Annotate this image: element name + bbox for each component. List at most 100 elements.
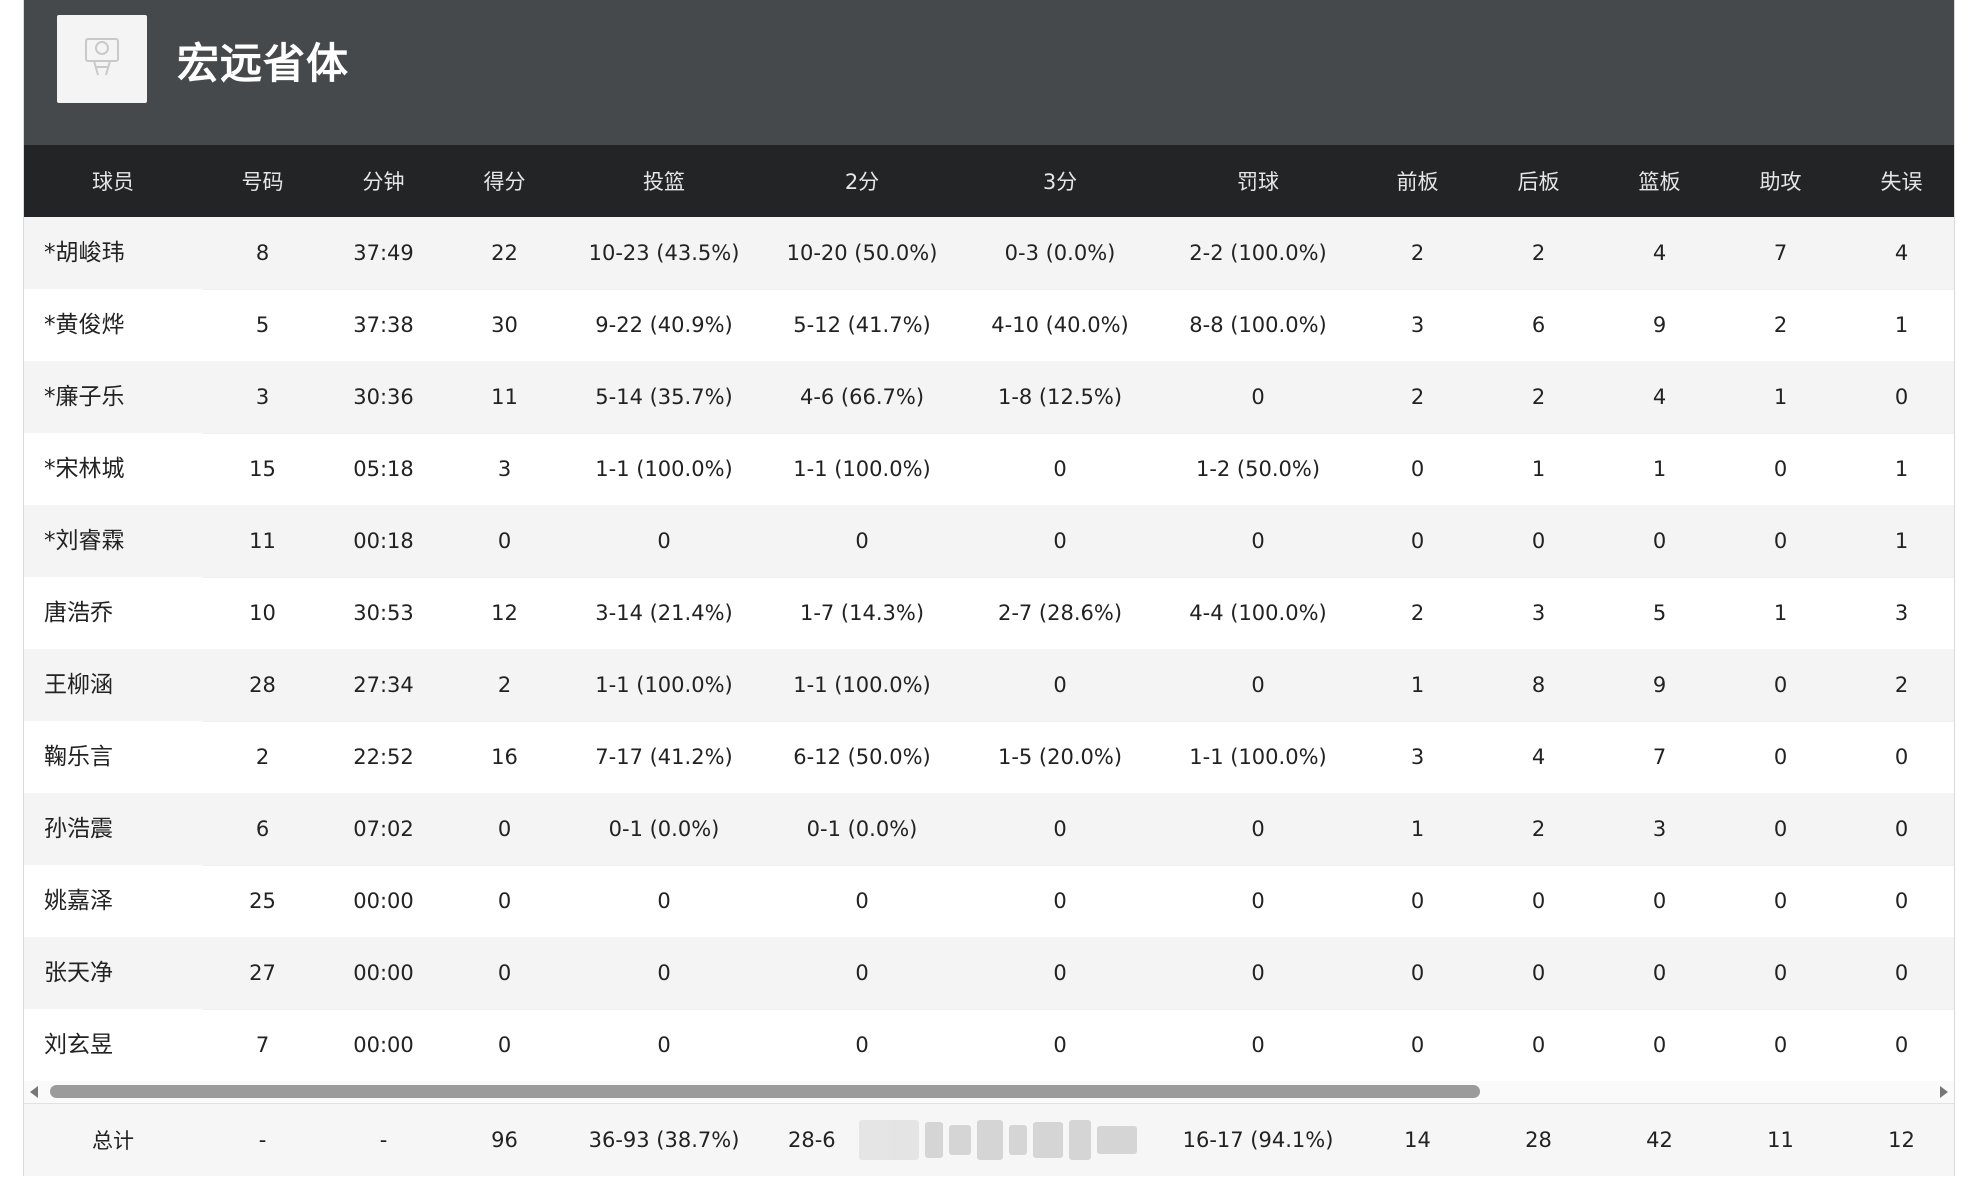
cell-tov: 1 [1894, 457, 1909, 481]
cell-ast: 0 [1773, 457, 1788, 481]
column-header-two-pt[interactable]: 2分 [844, 170, 880, 194]
cell-oreb: 3 [1410, 745, 1425, 769]
column-header-ft[interactable]: 罚球 [1237, 170, 1279, 194]
cell-dreb: 6 [1531, 313, 1546, 337]
cell-oreb: 0 [1410, 961, 1425, 985]
cell-fg: 7-17 (41.2%) [595, 745, 733, 769]
column-header-reb[interactable]: 篮板 [1638, 170, 1681, 194]
cell-minutes: 05:18 [353, 457, 414, 481]
cell-fg: 1-1 (100.0%) [595, 457, 733, 481]
cell-two-pt: 0 [855, 1033, 869, 1057]
cell-reb: 9 [1652, 313, 1667, 337]
cell-number: 8 [255, 241, 270, 265]
cell-three-pt: 0 [1053, 673, 1067, 697]
column-header-fg[interactable]: 投篮 [643, 170, 685, 194]
player-name-link[interactable]: *刘睿霖 [24, 505, 202, 577]
team-name: 宏远省体 [177, 39, 350, 88]
horizontal-scrollbar[interactable] [24, 1081, 1954, 1103]
cell-ft: 0 [1251, 817, 1265, 841]
player-name-link[interactable]: 王柳涵 [24, 649, 202, 721]
scroll-right-arrow-icon[interactable] [1940, 1086, 1948, 1098]
player-name-link[interactable]: 孙浩震 [24, 793, 202, 865]
table-row: 姚嘉泽 25 00:00 0 0 0 0 0 0 0 0 0 0 [24, 865, 1954, 937]
column-header-player[interactable]: 球员 [92, 170, 134, 194]
cell-minutes: 37:38 [353, 313, 414, 337]
cell-number: 15 [249, 457, 276, 481]
cell-ast: 0 [1773, 889, 1788, 913]
cell-ft: 4-4 (100.0%) [1189, 601, 1327, 625]
cell-number: 10 [249, 601, 276, 625]
cell-two-pt: 0-1 (0.0%) [806, 817, 918, 841]
cell-minutes: 30:53 [353, 601, 414, 625]
column-header-points[interactable]: 得分 [483, 170, 526, 194]
total-oreb: 14 [1404, 1128, 1431, 1152]
cell-ft: 0 [1251, 961, 1265, 985]
total-points: 96 [491, 1128, 518, 1152]
cell-ft: 0 [1251, 673, 1265, 697]
cell-reb: 0 [1652, 1033, 1667, 1057]
scroll-left-arrow-icon[interactable] [30, 1086, 38, 1098]
cell-fg: 0 [657, 1033, 671, 1057]
cell-points: 16 [491, 745, 518, 769]
total-number: - [258, 1128, 267, 1152]
player-name-link[interactable]: *廉子乐 [24, 361, 202, 433]
table-row: 鞠乐言 2 22:52 16 7-17 (41.2%) 6-12 (50.0%) 1-5 (… [24, 721, 1954, 793]
cell-three-pt: 0 [1053, 889, 1067, 913]
cell-dreb: 2 [1531, 817, 1546, 841]
cell-ast: 7 [1773, 241, 1788, 265]
cell-points: 0 [497, 889, 512, 913]
cell-number: 25 [249, 889, 276, 913]
cell-points: 0 [497, 817, 512, 841]
cell-tov: 0 [1894, 817, 1909, 841]
column-header-three-pt[interactable]: 3分 [1042, 170, 1078, 194]
player-name-link[interactable]: *宋林城 [24, 433, 202, 505]
player-name-link[interactable]: 姚嘉泽 [24, 865, 202, 937]
cell-fg: 0 [657, 529, 671, 553]
player-name-link[interactable]: 张天净 [24, 937, 202, 1009]
cell-minutes: 00:00 [353, 961, 414, 985]
cell-ast: 2 [1773, 313, 1788, 337]
cell-ast: 0 [1773, 961, 1788, 985]
cell-points: 0 [497, 961, 512, 985]
cell-two-pt: 1-1 (100.0%) [793, 457, 931, 481]
column-header-tov[interactable]: 失误 [1880, 170, 1923, 194]
cell-points: 2 [497, 673, 512, 697]
cell-two-pt: 4-6 (66.7%) [799, 385, 925, 409]
team-header: 宏远省体 [24, 0, 1954, 145]
cell-tov: 1 [1894, 529, 1909, 553]
player-name-link[interactable]: 鞠乐言 [24, 721, 202, 793]
cell-points: 3 [497, 457, 512, 481]
cell-ft: 2-2 (100.0%) [1189, 241, 1327, 265]
cell-three-pt: 1-5 (20.0%) [997, 745, 1123, 769]
column-header-number[interactable]: 号码 [241, 170, 284, 194]
cell-tov: 1 [1894, 313, 1909, 337]
table-row: *胡峻玮 8 37:49 22 10-23 (43.5%) 10-20 (50.0%) 0-… [24, 217, 1954, 289]
table-header-row: 球员 号码 分钟 得分 投篮 2分 3分 罚球 前板 后板 篮板 助攻 失误 [24, 145, 1954, 217]
column-header-oreb[interactable]: 前板 [1396, 170, 1439, 194]
total-minutes: - [379, 1128, 388, 1152]
player-name-link[interactable]: *胡峻玮 [24, 217, 202, 289]
cell-points: 11 [491, 385, 518, 409]
cell-dreb: 4 [1531, 745, 1546, 769]
player-name-link[interactable]: 唐浩乔 [24, 577, 202, 649]
total-tov: 12 [1888, 1128, 1915, 1152]
cell-ast: 0 [1773, 673, 1788, 697]
table-row: *刘睿霖 11 00:18 0 0 0 0 0 0 0 0 0 1 [24, 505, 1954, 577]
cell-three-pt: 0 [1053, 529, 1067, 553]
column-header-minutes[interactable]: 分钟 [362, 170, 405, 194]
cell-two-pt: 1-1 (100.0%) [793, 673, 931, 697]
column-header-dreb[interactable]: 后板 [1517, 170, 1560, 194]
column-header-ast[interactable]: 助攻 [1759, 170, 1802, 194]
cell-two-pt: 0 [855, 529, 869, 553]
cell-ast: 0 [1773, 1033, 1788, 1057]
cell-three-pt: 0 [1053, 457, 1067, 481]
scrollbar-thumb[interactable] [50, 1085, 1480, 1098]
player-name-link[interactable]: *黄俊烨 [24, 289, 202, 361]
cell-minutes: 00:18 [353, 529, 414, 553]
cell-number: 27 [249, 961, 276, 985]
cell-fg: 3-14 (21.4%) [595, 601, 733, 625]
table-row: *宋林城 15 05:18 3 1-1 (100.0%) 1-1 (100.0%) 0 1-2… [24, 433, 1954, 505]
player-name-link[interactable]: 刘玄昱 [24, 1009, 202, 1081]
cell-reb: 4 [1652, 241, 1667, 265]
cell-minutes: 00:00 [353, 1033, 414, 1057]
